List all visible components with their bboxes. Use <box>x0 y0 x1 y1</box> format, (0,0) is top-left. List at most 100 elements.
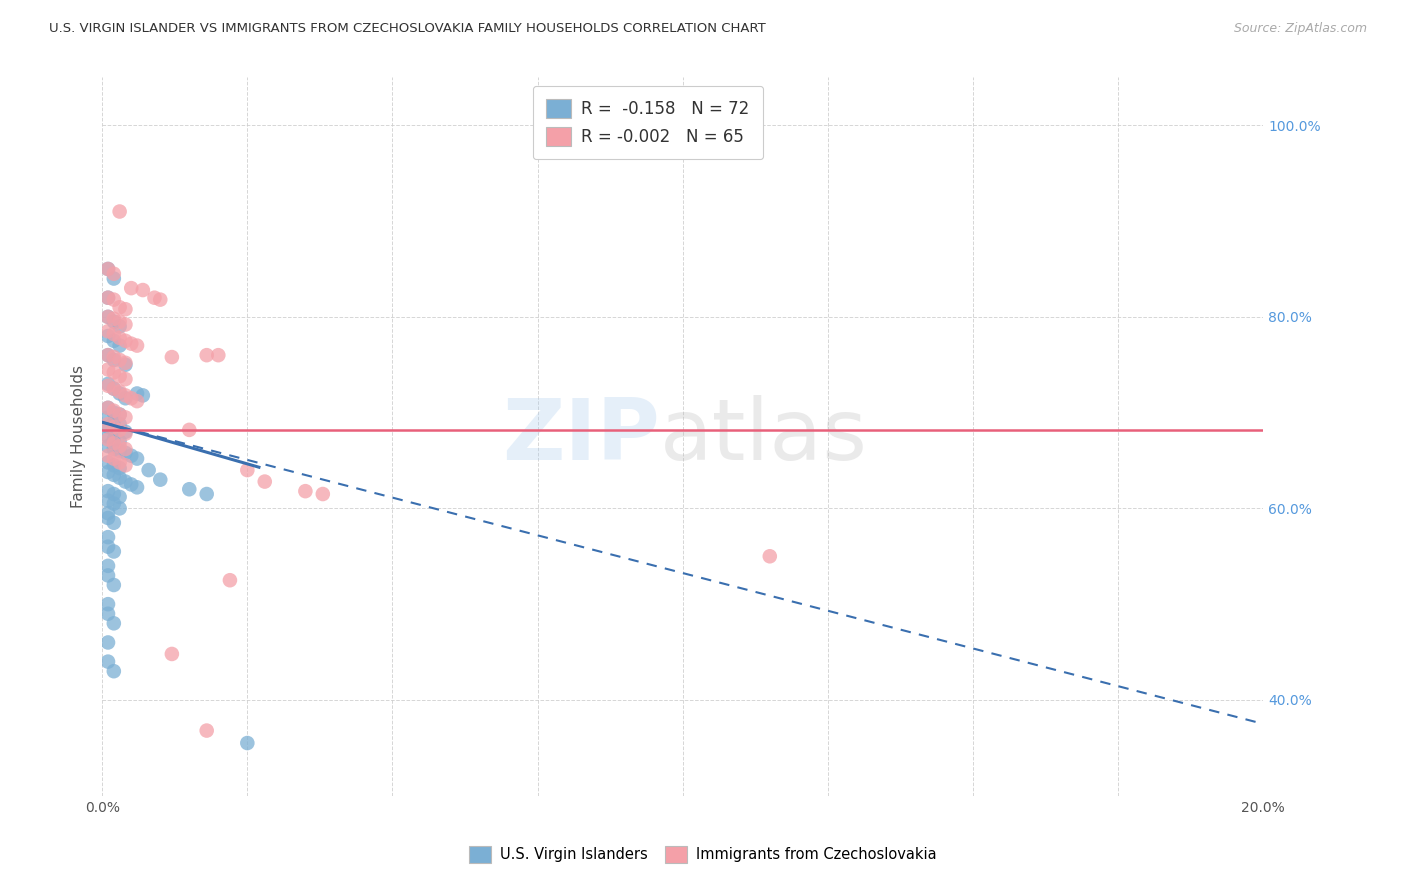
Point <box>103 578 125 592</box>
Point <box>97 465 120 479</box>
Point <box>195 487 218 501</box>
Point <box>97 558 120 573</box>
Point <box>97 376 120 391</box>
Point <box>114 334 136 348</box>
Point <box>120 391 142 405</box>
Point <box>108 408 131 422</box>
Point <box>114 426 136 441</box>
Point <box>97 401 120 415</box>
Point <box>108 417 131 431</box>
Point <box>97 493 120 508</box>
Point <box>97 607 120 621</box>
Point <box>103 436 125 450</box>
Point <box>97 439 120 453</box>
Point <box>103 382 125 396</box>
Point <box>132 388 155 402</box>
Point <box>103 497 125 511</box>
Point <box>108 384 131 399</box>
Point <box>108 386 131 401</box>
Point <box>103 315 125 329</box>
Point <box>103 423 125 437</box>
Point <box>97 655 120 669</box>
Point <box>97 324 120 338</box>
Y-axis label: Family Households: Family Households <box>72 365 86 508</box>
Point <box>103 433 125 447</box>
Point <box>108 423 131 437</box>
Point <box>97 597 120 611</box>
Point <box>103 267 125 281</box>
Point <box>97 540 120 554</box>
Point <box>114 358 136 372</box>
Legend: U.S. Virgin Islanders, Immigrants from Czechoslovakia: U.S. Virgin Islanders, Immigrants from C… <box>464 840 942 869</box>
Point <box>149 293 172 307</box>
Point <box>97 484 120 499</box>
Point <box>97 417 120 431</box>
Point <box>125 394 148 409</box>
Point <box>125 338 148 352</box>
Point <box>125 451 148 466</box>
Point <box>179 482 201 496</box>
Point <box>97 433 120 447</box>
Point <box>294 484 316 499</box>
Point <box>97 348 120 362</box>
Point <box>132 283 155 297</box>
Point <box>97 310 120 324</box>
Point <box>114 388 136 402</box>
Point <box>195 348 218 362</box>
Point <box>120 336 142 351</box>
Point <box>103 271 125 285</box>
Legend: R =  -0.158   N = 72, R = -0.002   N = 65: R = -0.158 N = 72, R = -0.002 N = 65 <box>533 86 763 160</box>
Point <box>108 471 131 485</box>
Point <box>179 423 201 437</box>
Point <box>103 664 125 678</box>
Point <box>114 318 136 332</box>
Point <box>114 458 136 473</box>
Point <box>114 372 136 386</box>
Point <box>97 291 120 305</box>
Point <box>103 334 125 348</box>
Point <box>103 516 125 530</box>
Point <box>97 429 120 443</box>
Point <box>97 410 120 425</box>
Point <box>108 331 131 345</box>
Point <box>195 723 218 738</box>
Point <box>143 291 166 305</box>
Point <box>103 327 125 342</box>
Point <box>219 573 242 587</box>
Point <box>97 379 120 393</box>
Point <box>114 302 136 317</box>
Point <box>97 362 120 376</box>
Point <box>253 475 276 489</box>
Point <box>103 403 125 417</box>
Point <box>149 473 172 487</box>
Point <box>108 338 131 352</box>
Point <box>108 434 131 449</box>
Point <box>108 353 131 368</box>
Point <box>312 487 335 501</box>
Point <box>97 262 120 277</box>
Point <box>97 262 120 277</box>
Point <box>97 420 120 434</box>
Point <box>759 549 782 564</box>
Point <box>97 455 120 469</box>
Point <box>114 442 136 456</box>
Point <box>97 401 120 415</box>
Point <box>207 348 229 362</box>
Point <box>120 281 142 295</box>
Point <box>108 439 131 453</box>
Point <box>120 449 142 463</box>
Point <box>103 293 125 307</box>
Point <box>114 475 136 489</box>
Point <box>103 458 125 473</box>
Point <box>97 530 120 544</box>
Point <box>125 386 148 401</box>
Point <box>97 635 120 649</box>
Point <box>103 406 125 420</box>
Point <box>108 369 131 384</box>
Text: Source: ZipAtlas.com: Source: ZipAtlas.com <box>1233 22 1367 36</box>
Point <box>125 480 148 494</box>
Text: U.S. VIRGIN ISLANDER VS IMMIGRANTS FROM CZECHOSLOVAKIA FAMILY HOUSEHOLDS CORRELA: U.S. VIRGIN ISLANDER VS IMMIGRANTS FROM … <box>49 22 766 36</box>
Point <box>114 356 136 370</box>
Point <box>120 477 142 491</box>
Text: atlas: atlas <box>659 395 868 478</box>
